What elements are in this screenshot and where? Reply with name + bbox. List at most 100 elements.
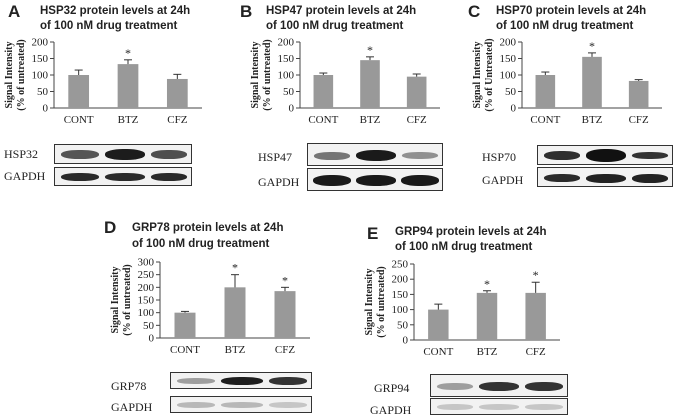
y-tick-label: 150 [138, 295, 155, 307]
x-category-label: CONT [530, 114, 560, 126]
x-category-label: BTZ [582, 114, 603, 126]
western-blot-image [537, 167, 673, 187]
blot-label: GAPDH [111, 400, 153, 414]
y-tick-label: 250 [392, 259, 409, 271]
x-category-label: CFZ [629, 114, 649, 126]
y-axis-label-line2: (% of untreated) [262, 39, 273, 110]
chart-hsp47: 0 50 100 150 200 Signal Intensity (% of untrea… [250, 37, 440, 126]
panel-title-line2: of 100 nM drug treatment [40, 20, 178, 32]
panel-title-line2: of 100 nM drug treatment [132, 238, 270, 250]
significance-marker: * [125, 46, 131, 60]
western-blot-image [54, 144, 192, 164]
y-tick-label: 200 [32, 37, 49, 49]
y-tick-label: 150 [500, 53, 517, 65]
bar [428, 309, 449, 340]
western-blot-image [537, 145, 673, 165]
y-tick-label: 0 [289, 103, 295, 115]
blot-label: GAPDH [370, 403, 412, 417]
panel-letter: E [367, 224, 379, 243]
western-blot-image [54, 167, 192, 186]
y-tick-label: 200 [138, 282, 155, 294]
western-blot-image [307, 143, 443, 166]
chart-grp94: 0 50 100 150 200 250 Signal Intensity (% of unt… [364, 259, 560, 358]
significance-marker: * [282, 273, 288, 287]
western-blot-image [307, 168, 443, 191]
panel-title-line2: of 100 nM drug treatment [496, 20, 634, 32]
significance-marker: * [232, 261, 238, 275]
bar [117, 64, 139, 108]
panel-title-line2: of 100 nM drug treatment [266, 20, 404, 32]
y-axis-label-line1: Signal Intensity [364, 269, 375, 336]
y-tick-label: 200 [278, 37, 295, 49]
blot-label: GRP94 [374, 381, 410, 395]
significance-marker: * [367, 43, 373, 57]
y-axis-label-line1: Signal Intensity [250, 42, 261, 109]
bar [476, 292, 498, 340]
bar [535, 75, 556, 108]
y-tick-label: 150 [278, 53, 295, 65]
x-category-label: CONT [170, 344, 200, 356]
panel-title-line1: HSP47 protein levels at 24h [266, 5, 417, 17]
blot-label: GRP78 [111, 379, 147, 393]
x-category-label: BTZ [118, 114, 139, 126]
blot-label: HSP70 [482, 150, 517, 164]
western-blot-image [430, 398, 568, 415]
blot-label: HSP47 [258, 150, 293, 164]
panel-title-line1: GRP78 protein levels at 24h [132, 222, 284, 234]
y-tick-label: 0 [149, 333, 155, 345]
y-tick-label: 50 [505, 86, 517, 98]
x-category-label: CFZ [407, 114, 427, 126]
x-category-label: CFZ [526, 346, 546, 358]
y-axis-label-line1: Signal Intensity [110, 267, 121, 334]
y-tick-label: 0 [403, 335, 409, 347]
bar [68, 75, 90, 108]
y-tick-label: 50 [143, 320, 155, 332]
y-tick-label: 150 [32, 53, 49, 65]
y-tick-label: 300 [138, 257, 155, 269]
x-category-label: CONT [423, 346, 453, 358]
y-tick-label: 200 [500, 37, 517, 49]
bar [313, 75, 334, 108]
blot-label: GAPDH [4, 169, 46, 183]
y-tick-label: 100 [278, 70, 295, 82]
y-tick-label: 200 [392, 274, 409, 286]
x-category-label: CFZ [167, 114, 187, 126]
bar [174, 312, 196, 338]
bar [224, 287, 246, 338]
bar [406, 76, 427, 108]
y-tick-label: 50 [283, 86, 295, 98]
x-category-label: CONT [64, 114, 94, 126]
bar [274, 291, 296, 338]
x-category-label: BTZ [477, 346, 498, 358]
western-blot-image [170, 372, 312, 389]
bar [166, 78, 188, 108]
chart-hsp70: 0 50 100 150 200 Signal Intensity (% of Untrea… [472, 37, 662, 126]
bar [360, 60, 380, 108]
y-axis-label-line1: Signal Intensity [472, 42, 483, 109]
significance-marker: * [533, 268, 539, 282]
y-tick-label: 150 [392, 289, 409, 301]
x-category-label: CFZ [275, 344, 295, 356]
bar [628, 80, 649, 108]
y-axis-label-line2: (% of untreated) [16, 39, 27, 110]
panel-letter: B [240, 2, 253, 21]
blot-label: GAPDH [258, 175, 300, 189]
y-tick-label: 50 [37, 86, 49, 98]
y-tick-label: 100 [138, 307, 155, 319]
panel-letter: A [8, 2, 21, 21]
y-tick-label: 0 [43, 103, 49, 115]
western-blot-image [430, 374, 568, 397]
y-axis-label-line2: (% of untreated) [376, 266, 387, 337]
x-category-label: BTZ [360, 114, 381, 126]
bar [525, 292, 546, 340]
y-axis-label-line2: (% of untreated) [122, 264, 133, 335]
significance-marker: * [589, 39, 595, 53]
panel-title-line1: GRP94 protein levels at 24h [395, 226, 547, 238]
y-axis-label-line2: (% of Untreated) [484, 38, 495, 111]
panel-title-line2: of 100 nM drug treatment [395, 241, 533, 253]
significance-marker: * [484, 277, 490, 291]
y-axis-label-line1: Signal Intensity [4, 42, 15, 109]
panel-title-line1: HSP70 protein levels at 24h [496, 5, 647, 17]
y-tick-label: 250 [138, 269, 155, 281]
y-tick-label: 100 [500, 70, 517, 82]
